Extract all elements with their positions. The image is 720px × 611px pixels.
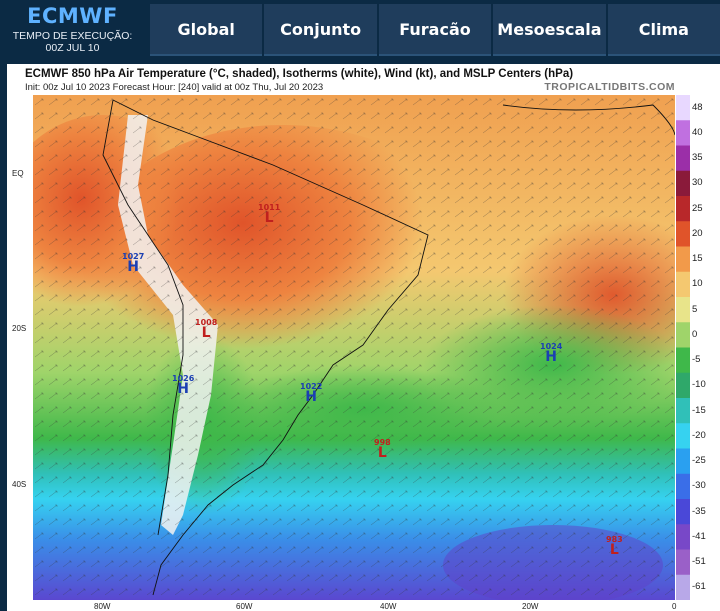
colorbar-segment <box>676 574 690 600</box>
run-time-label: TEMPO DE EXECUÇÃO: <box>12 30 133 42</box>
colorbar-segment <box>676 549 690 576</box>
colorbar-segment <box>676 499 690 525</box>
map-credit: TROPICALTIDBITS.COM <box>544 81 675 93</box>
colorbar-segment <box>676 423 690 449</box>
lat-label-40s: 40S <box>12 480 27 489</box>
colorbar-tick-label: 40 <box>692 126 703 138</box>
colorbar-tick-label: -41 <box>692 530 706 542</box>
colorbar-tick-label: 0 <box>692 328 698 340</box>
colorbar-tick-label: -35 <box>692 505 706 517</box>
map-subtitle: Init: 00z Jul 10 2023 Forecast Hour: [24… <box>25 82 324 93</box>
colorbar-segment <box>676 196 690 222</box>
temperature-field <box>33 95 675 600</box>
colorbar-segment <box>676 246 690 273</box>
forecast-map[interactable] <box>33 95 675 600</box>
main-nav: Global Conjunto Furacão Mesoescala Clima <box>150 4 720 56</box>
colorbar-segment <box>676 170 690 197</box>
tab-mesoscale[interactable]: Mesoescala <box>493 4 606 56</box>
colorbar-tick-label: -25 <box>692 455 706 467</box>
lon-label-20w: 20W <box>522 602 539 611</box>
run-time-value: 00Z JUL 10 <box>45 42 100 54</box>
colorbar-tick-label: -51 <box>692 556 706 568</box>
pressure-center-low: 1011 L <box>258 203 281 226</box>
colorbar-segment <box>676 448 690 475</box>
colorbar-tick-label: 15 <box>692 253 703 265</box>
pressure-center-low: 1008 L <box>195 318 218 341</box>
temperature-colorbar <box>676 95 690 600</box>
colorbar-segment <box>676 524 690 550</box>
lat-label-eq: EQ <box>12 169 24 178</box>
colorbar-segment <box>676 297 690 323</box>
lat-label-20s: 20S <box>12 324 27 333</box>
colorbar-segment <box>676 398 690 424</box>
colorbar-segment <box>676 322 690 348</box>
colorbar-tick-label: 25 <box>692 202 703 214</box>
colorbar-tick-label: 48 <box>692 101 703 113</box>
pressure-center-low: 983 L <box>606 535 623 558</box>
pressure-center-high: 1027 H <box>122 252 145 275</box>
colorbar-segment <box>676 145 690 172</box>
colorbar-tick-label: -30 <box>692 480 706 492</box>
colorbar-tick-label: -5 <box>692 354 701 366</box>
pressure-center-low: 998 L <box>374 438 391 461</box>
lon-label-80w: 80W <box>94 602 111 611</box>
colorbar-segment <box>676 271 690 298</box>
site-logo[interactable]: ECMWF <box>27 4 118 28</box>
colorbar-segment <box>676 120 690 146</box>
colorbar-segment <box>676 95 690 121</box>
tab-ensemble[interactable]: Conjunto <box>264 4 377 56</box>
colorbar-tick-label: 35 <box>692 152 703 164</box>
pressure-center-high: 1022 H <box>300 382 323 405</box>
lon-label-60w: 60W <box>236 602 253 611</box>
lon-label-40w: 40W <box>380 602 397 611</box>
colorbar-tick-label: -61 <box>692 581 706 593</box>
brand-block: ECMWF TEMPO DE EXECUÇÃO: 00Z JUL 10 <box>0 0 145 60</box>
colorbar-tick-label: -20 <box>692 429 706 441</box>
tab-climate[interactable]: Clima <box>607 4 720 56</box>
colorbar-segment <box>676 347 690 374</box>
colorbar-segment <box>676 221 690 247</box>
colorbar-segment <box>676 473 690 500</box>
colorbar-tick-label: 30 <box>692 177 703 189</box>
lon-label-0: 0 <box>672 602 677 611</box>
pressure-center-high: 1026 H <box>172 374 195 397</box>
tab-global[interactable]: Global <box>150 4 263 56</box>
colorbar-tick-label: 20 <box>692 227 703 239</box>
colorbar-tick-label: -15 <box>692 404 706 416</box>
map-title: ECMWF 850 hPa Air Temperature (°C, shade… <box>25 68 574 80</box>
colorbar-tick-label: 10 <box>692 278 703 290</box>
tab-hurricane[interactable]: Furacão <box>378 4 492 56</box>
colorbar-tick-label: -10 <box>692 379 706 391</box>
colorbar-tick-label: 5 <box>692 303 698 315</box>
pressure-center-high: 1024 H <box>540 342 563 365</box>
colorbar-segment <box>676 372 690 399</box>
